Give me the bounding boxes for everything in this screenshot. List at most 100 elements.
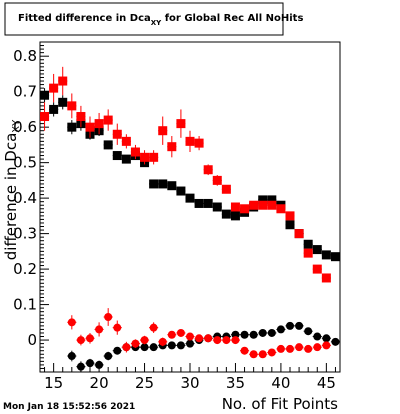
- data-point-square: [121, 136, 131, 146]
- data-point-square: [112, 151, 122, 161]
- y-tick-label: 0.2: [13, 260, 37, 278]
- data-points: [40, 66, 340, 372]
- data-point-circle: [240, 330, 249, 339]
- data-point-circle: [286, 344, 294, 353]
- data-point-square: [267, 200, 277, 210]
- data-point-square: [212, 202, 222, 212]
- data-point-circle: [304, 327, 313, 336]
- y-tick-label: 0.1: [13, 296, 37, 314]
- data-point-circle: [249, 330, 258, 339]
- data-point-square: [194, 198, 204, 208]
- data-point-circle: [95, 360, 104, 369]
- data-point-square: [130, 147, 140, 157]
- data-point-square: [158, 126, 168, 136]
- data-point-circle: [140, 336, 149, 345]
- data-point-square: [240, 204, 250, 214]
- data-point-circle: [122, 343, 131, 352]
- data-point-circle: [276, 325, 285, 334]
- data-point-circle: [76, 362, 85, 371]
- data-point-circle: [158, 337, 167, 346]
- x-tick-label: 35: [226, 374, 245, 392]
- data-point-square: [294, 229, 304, 239]
- y-axis-ticks: 0 0.1 0.2 0.3 0.4 0.5 0.6 0.7 0.8: [13, 41, 49, 369]
- data-point-square: [103, 115, 113, 125]
- y-tick-label: 0.8: [13, 47, 37, 65]
- y-axis-title: difference in DcaXY: [2, 119, 22, 260]
- x-tick-label: 25: [135, 374, 154, 392]
- data-point-square: [67, 122, 77, 132]
- data-point-square: [258, 200, 268, 210]
- data-point-circle: [76, 336, 85, 345]
- data-point-circle: [149, 343, 158, 352]
- data-point-circle: [86, 334, 94, 343]
- data-point-square: [185, 136, 195, 146]
- data-point-circle: [86, 359, 94, 368]
- data-point-square: [140, 152, 150, 162]
- data-point-square: [40, 112, 50, 122]
- data-point-square: [85, 122, 95, 132]
- data-point-square: [67, 101, 77, 111]
- data-point-square: [194, 138, 204, 148]
- data-point-square: [103, 140, 113, 150]
- data-point-square: [312, 245, 322, 255]
- data-point-square: [212, 175, 222, 185]
- chart-title: Fitted difference in DcaXY for Global Re…: [18, 13, 303, 27]
- data-point-circle: [267, 328, 276, 337]
- data-point-square: [176, 186, 186, 196]
- data-point-circle: [95, 325, 104, 334]
- data-point-square: [330, 252, 340, 262]
- timestamp: Mon Jan 18 15:52:56 2021: [3, 402, 135, 412]
- data-point-square: [303, 239, 313, 249]
- y-tick-label: 0.4: [13, 189, 37, 207]
- data-point-circle: [295, 321, 304, 330]
- data-point-circle: [240, 346, 249, 355]
- x-tick-label: 15: [44, 374, 63, 392]
- data-point-square: [303, 248, 313, 258]
- data-point-square: [94, 119, 104, 129]
- y-tick-label: 0.5: [13, 154, 37, 172]
- data-point-square: [112, 129, 122, 139]
- data-point-square: [221, 209, 231, 219]
- data-point-square: [267, 195, 277, 205]
- data-point-square: [76, 112, 86, 122]
- data-point-circle: [322, 341, 331, 350]
- data-point-square: [176, 119, 186, 129]
- data-point-square: [249, 200, 259, 210]
- data-point-square: [312, 264, 322, 274]
- data-point-circle: [286, 321, 294, 330]
- x-tick-label: 40: [271, 374, 290, 392]
- x-axis-ticks: 15 20 25 30 35 40 45: [44, 363, 336, 392]
- data-point-square: [221, 184, 231, 194]
- data-point-square: [321, 250, 331, 260]
- data-point-square: [203, 198, 213, 208]
- data-point-circle: [258, 328, 267, 337]
- data-point-circle: [313, 332, 322, 341]
- data-point-square: [149, 152, 159, 162]
- data-point-square: [58, 97, 68, 107]
- data-point-circle: [167, 341, 176, 350]
- data-point-circle: [167, 330, 176, 339]
- x-axis-title: No. of Fit Points: [222, 395, 338, 413]
- y-tick-label: 0: [27, 331, 37, 349]
- x-tick-label: 30: [180, 374, 199, 392]
- data-point-square: [149, 179, 159, 189]
- data-point-circle: [67, 352, 76, 361]
- data-point-square: [167, 142, 177, 152]
- data-point-circle: [186, 339, 194, 348]
- x-tick-label: 45: [317, 374, 336, 392]
- data-point-circle: [113, 346, 122, 355]
- data-point-circle: [267, 348, 276, 357]
- data-point-circle: [222, 336, 231, 345]
- data-point-circle: [195, 334, 204, 343]
- data-point-circle: [113, 323, 122, 332]
- data-point-circle: [176, 328, 185, 337]
- data-point-circle: [276, 344, 285, 353]
- data-point-square: [185, 193, 195, 203]
- data-point-circle: [258, 350, 267, 359]
- data-point-circle: [331, 337, 340, 346]
- data-point-square: [40, 90, 50, 100]
- data-point-square: [230, 202, 240, 212]
- data-point-circle: [295, 343, 304, 352]
- data-point-square: [276, 204, 286, 214]
- data-point-circle: [249, 350, 258, 359]
